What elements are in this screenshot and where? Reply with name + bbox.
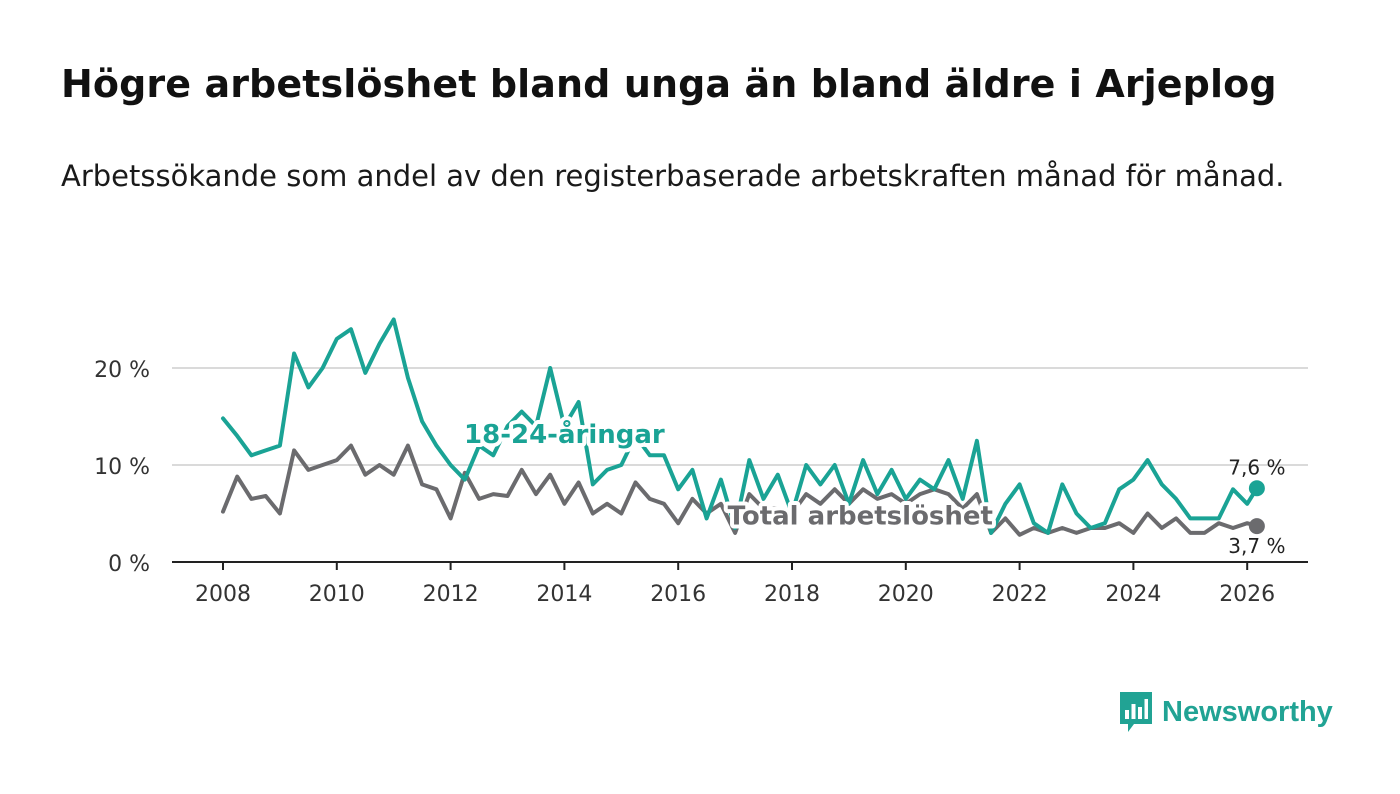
x-tick-label: 2020 [878,582,934,607]
y-tick-label: 0 % [108,552,150,577]
bar-chart-logo-icon [1120,692,1152,732]
end-point-youth [1248,480,1265,497]
x-tick-label: 2008 [195,582,251,607]
series-label-total: Total arbetslöshet [728,501,993,531]
series-label-halo: 18-24-åringar [464,418,665,450]
brand-name: Newsworthy [1162,695,1333,728]
end-label-youth: 7,6 % [1228,455,1285,479]
x-tick-label: 2024 [1105,582,1161,607]
end-label-total: 3,7 % [1228,534,1285,558]
y-tick-label: 20 % [94,358,150,383]
chart-subtitle: Arbetssökande som andel av den registerb… [61,159,1285,193]
x-tick-label: 2014 [536,582,592,607]
series-label-youth: 18-24-åringar [464,418,665,450]
x-tick-label: 2026 [1219,582,1275,607]
series-label-halo: Total arbetslöshet [728,501,993,531]
chart-title: Högre arbetslöshet bland unga än bland ä… [61,62,1277,106]
x-tick-label: 2016 [650,582,706,607]
y-tick-label: 10 % [94,455,150,480]
x-tick-label: 2022 [992,582,1048,607]
x-tick-label: 2012 [423,582,479,607]
series-line-youth [221,317,1259,535]
newsworthy-brand: Newsworthy [1118,690,1333,734]
end-point-total [1248,518,1265,535]
x-tick-label: 2010 [309,582,365,607]
series-line-total [221,443,1259,537]
x-tick-label: 2018 [764,582,820,607]
